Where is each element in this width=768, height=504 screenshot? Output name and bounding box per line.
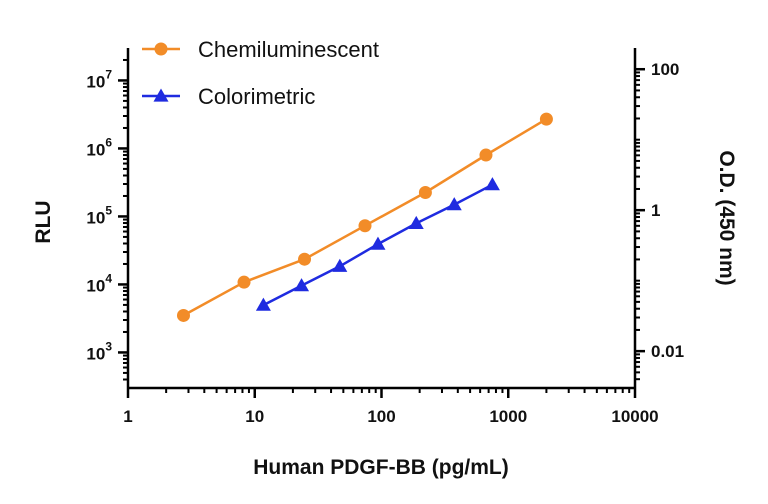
x-tick-label: 1000 <box>489 407 527 426</box>
y2-axis-ticks: 0.01 1 100 <box>635 60 684 381</box>
data-point <box>237 275 251 289</box>
legend-label: Colorimetric <box>198 84 315 109</box>
series-layer <box>176 112 553 322</box>
x-tick-label: 100 <box>367 407 395 426</box>
data-point <box>446 197 462 211</box>
data-point <box>418 185 432 199</box>
data-point <box>408 215 424 229</box>
data-point <box>298 252 312 266</box>
series-colorimetric <box>255 177 500 311</box>
x-axis-ticks: 1 10 100 1000 10000 <box>123 388 659 426</box>
series-line <box>182 118 548 317</box>
data-point <box>294 278 310 292</box>
series-chemiluminescent <box>176 112 553 322</box>
y2-tick-label: 0.01 <box>651 342 684 361</box>
y2-axis-title: O.D. (450 nm) <box>715 150 738 285</box>
y-tick-label: 105 <box>86 203 112 227</box>
y-tick-label: 103 <box>86 339 112 363</box>
data-point <box>332 258 348 272</box>
legend-item: Colorimetric <box>142 84 315 109</box>
data-point <box>539 112 553 126</box>
x-tick-label: 10000 <box>611 407 658 426</box>
data-point <box>176 308 190 322</box>
x-axis-title: Human PDGF-BB (pg/mL) <box>253 456 508 479</box>
legend-marker <box>153 88 169 102</box>
y2-tick-label: 100 <box>651 60 679 79</box>
x-tick-label: 10 <box>245 407 264 426</box>
y-tick-label: 107 <box>86 67 112 91</box>
data-point <box>479 148 493 162</box>
legend-label: Chemiluminescent <box>198 37 379 62</box>
legend-marker <box>154 42 168 56</box>
y-tick-label: 104 <box>86 271 112 295</box>
legend: Chemiluminescent Colorimetric <box>142 37 379 109</box>
x-tick-label: 1 <box>123 407 132 426</box>
data-point <box>255 297 271 311</box>
y-axis-title: RLU <box>32 200 55 243</box>
y-axis-ticks: 103 104 105 106 107 <box>86 58 128 381</box>
data-point <box>484 177 500 191</box>
y2-tick-label: 1 <box>651 201 660 220</box>
data-point <box>370 236 386 250</box>
legend-item: Chemiluminescent <box>142 37 379 62</box>
data-point <box>358 219 372 233</box>
y-tick-label: 106 <box>86 135 112 159</box>
